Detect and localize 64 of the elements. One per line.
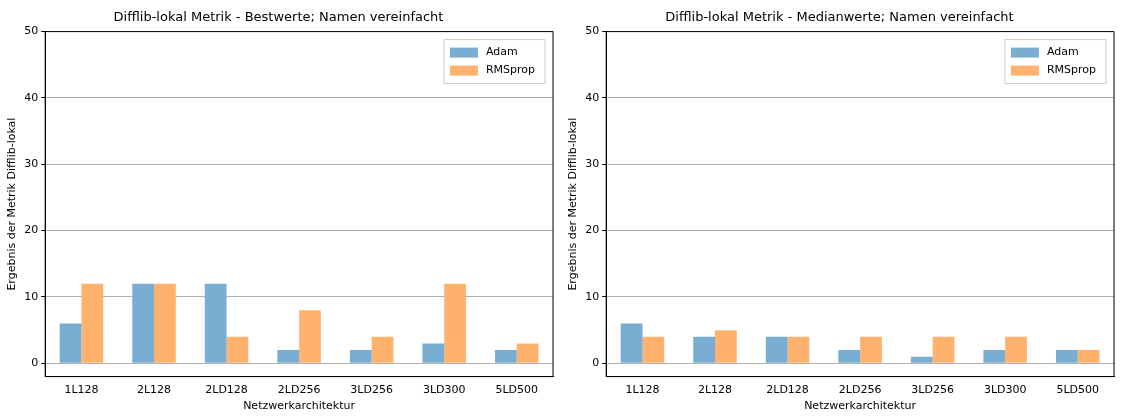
x-tick-label: 5LD500: [495, 383, 539, 397]
bar: [81, 283, 104, 363]
bar: [932, 336, 955, 363]
bar: [444, 283, 466, 363]
y-axis-title: Ergebnis der Metrik Difflib-lokal: [5, 117, 19, 291]
x-tick-label: 3LD300: [422, 383, 466, 397]
bar: [1005, 336, 1027, 363]
x-tick-label: 2L128: [697, 383, 733, 397]
bar: [693, 336, 716, 363]
y-tick-label: 30: [585, 157, 600, 171]
x-axis-title: Netzwerkarchitektur: [804, 399, 917, 413]
x-tick-label: 2L128: [136, 383, 172, 397]
bar: [226, 336, 249, 363]
bar: [494, 350, 517, 363]
x-tick-label: 1L128: [625, 383, 660, 397]
y-tick-label: 0: [592, 356, 600, 370]
bar: [1077, 350, 1100, 363]
bar: [132, 283, 155, 363]
legend-label: RMSprop: [485, 63, 536, 77]
x-tick-label: 2LD128: [205, 383, 248, 397]
bar: [371, 336, 394, 363]
y-tick-label: 0: [31, 356, 39, 370]
chart-title: Difflib-lokal Metrik - Medianwerte; Namen vereinfacht: [665, 9, 1014, 25]
bar: [204, 283, 227, 363]
bar: [277, 350, 300, 363]
y-tick-label: 10: [24, 289, 39, 303]
chart-title: Difflib-lokal Metrik - Bestwerte; Namen vereinfacht: [113, 9, 444, 25]
bar: [715, 330, 737, 363]
bar: [516, 343, 539, 363]
y-tick-label: 50: [585, 24, 600, 38]
bar: [838, 350, 861, 363]
bar: [620, 323, 643, 363]
bar: [422, 343, 445, 363]
bar: [299, 310, 321, 363]
bar: [642, 336, 665, 363]
y-tick-label: 50: [24, 24, 39, 38]
bar: [349, 350, 372, 363]
y-tick-label: 20: [24, 223, 39, 237]
bar: [765, 336, 788, 363]
x-tick-label: 2LD256: [838, 383, 882, 397]
x-tick-label: 2LD256: [277, 383, 321, 397]
x-tick-label: 5LD500: [1056, 383, 1100, 397]
bar: [59, 323, 82, 363]
y-tick-label: 30: [24, 157, 39, 171]
y-tick-label: 40: [585, 90, 600, 104]
bar: [860, 336, 882, 363]
legend-label: RMSprop: [1046, 63, 1097, 77]
bar: [787, 336, 810, 363]
legend-label: Adam: [485, 45, 518, 59]
x-tick-label: 3LD256: [350, 383, 393, 397]
y-axis-title: Ergebnis der Metrik Difflib-lokal: [566, 117, 580, 291]
x-tick-label: 3LD256: [911, 383, 954, 397]
bar: [1055, 350, 1078, 363]
bar: [910, 356, 933, 363]
y-tick-label: 20: [585, 223, 600, 237]
x-axis-title: Netzwerkarchitektur: [243, 399, 356, 413]
bar: [154, 283, 176, 363]
x-tick-label: 2LD128: [766, 383, 809, 397]
x-tick-label: 3LD300: [983, 383, 1027, 397]
y-tick-label: 10: [585, 289, 600, 303]
x-tick-label: 1L128: [64, 383, 99, 397]
bar: [983, 350, 1006, 363]
legend-label: Adam: [1046, 45, 1079, 59]
y-tick-label: 40: [24, 90, 39, 104]
